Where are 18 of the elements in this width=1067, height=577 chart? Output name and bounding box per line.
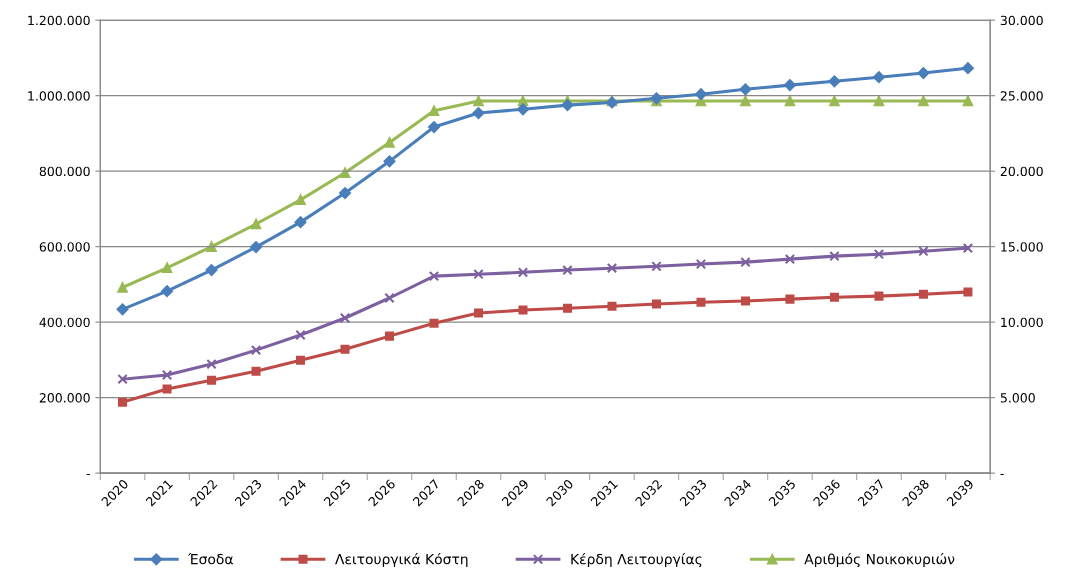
- y2-tick-label: -: [1000, 473, 1004, 475]
- y2-tick-label: 5.000: [1000, 393, 1035, 403]
- y2-tick-label: 30.000: [1000, 15, 1043, 26]
- legend-label: Αριθμός Νοικοκυριών: [804, 553, 955, 568]
- legend-label: Κέρδη Λειτουργίας: [571, 553, 702, 568]
- y2-tick-label: 10.000: [1001, 317, 1043, 328]
- y2-tick-label: 15.000: [1001, 242, 1043, 252]
- y-tick-label: 1.200.000: [28, 15, 90, 26]
- y-tick-label: 1.000.000: [28, 91, 90, 101]
- y2-tick-label: 20.000: [1000, 166, 1043, 177]
- y-tick-label: 600.000: [39, 242, 90, 252]
- y-tick-label: 400.000: [39, 317, 90, 328]
- y-tick-label: 200.000: [39, 393, 90, 403]
- legend-label: Λειτουργικά Κόστη: [335, 553, 468, 568]
- y-tick-label: -: [86, 473, 90, 475]
- y-tick-label: 800.000: [39, 166, 90, 177]
- legend-label: Έσοδα: [188, 553, 233, 565]
- y2-tick-label: 25.000: [1000, 91, 1043, 101]
